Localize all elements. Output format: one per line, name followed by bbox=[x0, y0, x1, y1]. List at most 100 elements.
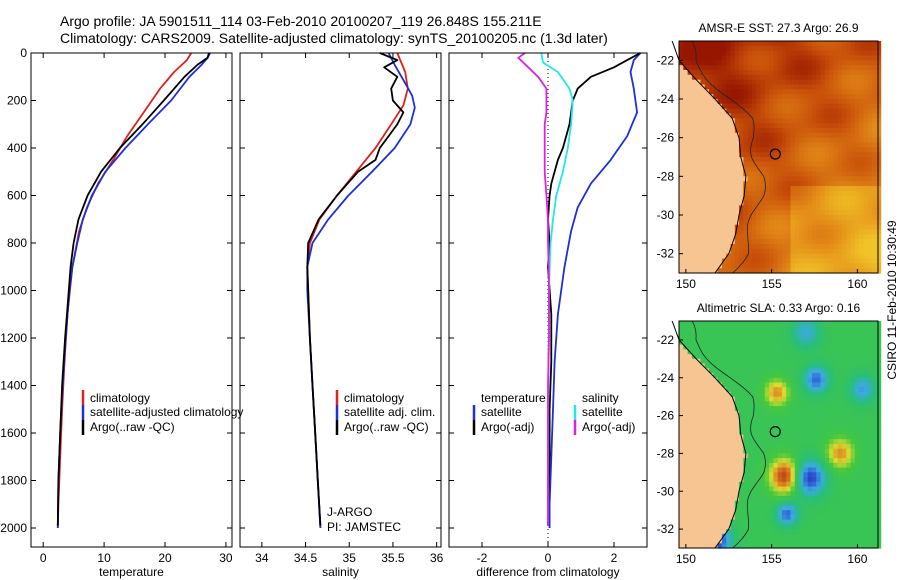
map-cell bbox=[704, 79, 710, 86]
map-cell bbox=[842, 99, 847, 105]
map-cell bbox=[709, 377, 714, 384]
map-cell bbox=[756, 142, 762, 148]
map-cell bbox=[721, 99, 727, 105]
map-cell bbox=[781, 467, 787, 473]
map-cell bbox=[760, 519, 766, 525]
map-cell bbox=[786, 70, 792, 76]
map-cell bbox=[859, 415, 864, 421]
map-cell bbox=[726, 354, 732, 360]
map-cell bbox=[867, 65, 873, 71]
map-cell bbox=[704, 205, 710, 211]
map-cell bbox=[781, 519, 787, 525]
map-cell bbox=[850, 391, 856, 398]
map-cell bbox=[824, 481, 830, 488]
map-cell bbox=[846, 339, 852, 346]
map-cell bbox=[743, 41, 749, 47]
map-cell bbox=[700, 519, 706, 525]
map-cell bbox=[756, 462, 762, 469]
map-cell bbox=[704, 248, 710, 255]
map-cell bbox=[790, 382, 796, 388]
map-cell bbox=[726, 472, 732, 478]
map-cell bbox=[704, 434, 710, 440]
map-cell bbox=[867, 505, 873, 511]
map-cell bbox=[691, 373, 697, 379]
map-cell bbox=[739, 505, 744, 511]
map-cell bbox=[833, 70, 839, 76]
map-cell bbox=[691, 123, 697, 129]
map-cell bbox=[786, 533, 792, 540]
map-cell bbox=[704, 70, 710, 76]
map-cell bbox=[730, 453, 736, 459]
map-cell bbox=[786, 330, 792, 336]
map-cell bbox=[876, 543, 882, 549]
map-cell bbox=[824, 429, 830, 436]
map-cell bbox=[730, 195, 736, 202]
map-cell bbox=[820, 444, 826, 450]
map-cell bbox=[863, 215, 869, 221]
map-cell bbox=[781, 41, 787, 47]
map-cell bbox=[713, 330, 719, 336]
map-cell bbox=[773, 132, 779, 139]
map-cell bbox=[820, 462, 826, 469]
map-cell bbox=[739, 263, 744, 269]
map-cell bbox=[807, 472, 813, 478]
map-cell bbox=[709, 387, 714, 393]
map-cell bbox=[816, 448, 822, 454]
map-cell bbox=[760, 325, 766, 331]
map-cell bbox=[734, 84, 740, 90]
map-cell bbox=[859, 453, 864, 459]
map-cell bbox=[709, 181, 714, 187]
map-cell bbox=[812, 50, 817, 57]
map-cell bbox=[700, 510, 706, 516]
map-cell bbox=[756, 108, 762, 115]
map-cell bbox=[721, 128, 727, 134]
map-cell bbox=[756, 472, 762, 478]
map-cell bbox=[854, 239, 860, 245]
map-cell bbox=[730, 519, 736, 525]
map-cell bbox=[700, 486, 706, 492]
map-cell bbox=[739, 458, 744, 464]
map-cell bbox=[709, 152, 714, 158]
map-cell bbox=[829, 190, 834, 197]
map-cell bbox=[704, 176, 710, 182]
map-cell bbox=[807, 462, 813, 469]
map-cell bbox=[816, 472, 822, 478]
map-cell bbox=[837, 234, 843, 240]
map-cell bbox=[799, 472, 804, 478]
map-cell bbox=[820, 157, 826, 163]
map-cell bbox=[837, 205, 843, 211]
map-cell bbox=[781, 132, 787, 139]
map-cell bbox=[734, 462, 740, 469]
map-cell bbox=[700, 74, 706, 81]
map-cell bbox=[726, 219, 732, 226]
map-cell bbox=[837, 391, 843, 398]
map-cell bbox=[859, 229, 864, 235]
map-cell bbox=[790, 205, 796, 211]
map-cell bbox=[691, 444, 697, 450]
map-cell bbox=[842, 65, 847, 71]
map-cell bbox=[747, 224, 753, 231]
map-cell bbox=[781, 453, 787, 459]
map-cell bbox=[842, 55, 847, 61]
map-cell bbox=[867, 45, 873, 52]
y-tick-label: -30 bbox=[657, 484, 675, 498]
map-cell bbox=[777, 176, 783, 182]
map-cell bbox=[850, 406, 856, 412]
map-cell bbox=[730, 171, 736, 177]
map-cell bbox=[820, 50, 826, 57]
map-cell bbox=[837, 186, 843, 192]
map-cell bbox=[837, 368, 843, 374]
map-cell bbox=[717, 377, 723, 384]
map-cell bbox=[769, 70, 774, 76]
map-cell bbox=[700, 234, 706, 240]
map-cell bbox=[803, 152, 809, 158]
map-cell bbox=[872, 325, 877, 331]
map-cell bbox=[734, 142, 740, 148]
map-cell bbox=[700, 439, 706, 445]
map-cell bbox=[777, 157, 783, 163]
map-cell bbox=[824, 519, 830, 525]
map-cell bbox=[859, 161, 864, 168]
map-cell bbox=[833, 215, 839, 221]
map-cell bbox=[872, 224, 877, 231]
map-cell bbox=[769, 519, 774, 525]
